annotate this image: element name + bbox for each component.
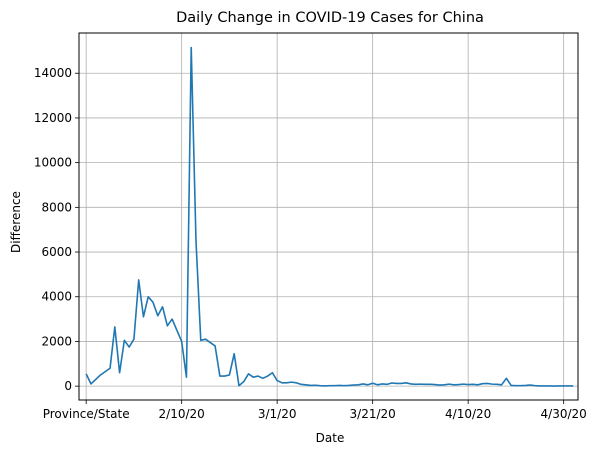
y-tick-label: 8000	[41, 200, 72, 214]
y-tick-label: 0	[64, 379, 72, 393]
x-axis-title: Date	[316, 431, 345, 445]
x-tick-label: 3/21/20	[350, 407, 396, 421]
x-tick-label: Province/State	[43, 407, 130, 421]
y-tick-label: 10000	[34, 156, 72, 170]
x-tick-label: 4/30/20	[541, 407, 587, 421]
plot-frame	[78, 32, 579, 401]
y-tick-label: 4000	[41, 290, 72, 304]
x-axis: Province/State 2/10/20 3/1/20 3/21/20 4/10/2…	[43, 400, 587, 421]
x-tick-label: 4/10/20	[445, 407, 491, 421]
y-axis: 0 2000 4000 6000 8000 10000 12000 14000	[34, 66, 79, 393]
y-tick-label: 2000	[41, 334, 72, 348]
y-tick-label: 6000	[41, 245, 72, 259]
x-tick-label: 2/10/20	[159, 407, 205, 421]
y-tick-label: 12000	[34, 111, 72, 125]
y-tick-label: 14000	[34, 66, 72, 80]
y-axis-title: Difference	[9, 191, 23, 253]
chart-title: Daily Change in COVID-19 Cases for China	[176, 10, 484, 26]
series-line	[85, 46, 574, 387]
grid-lines	[79, 33, 578, 400]
series-layer	[85, 46, 574, 387]
x-tick-label: 3/1/20	[258, 407, 297, 421]
